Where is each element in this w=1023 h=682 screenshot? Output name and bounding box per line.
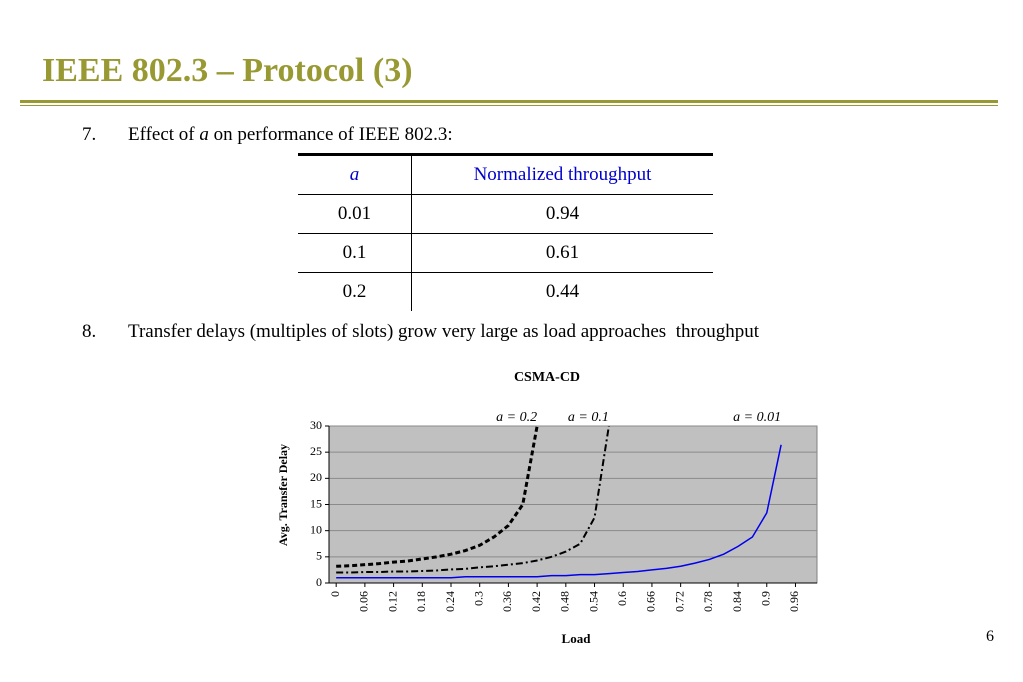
cell: 0.44 [545,281,580,302]
table: a Normalized throughput 0.01 0.94 0.1 0.… [298,153,713,311]
x-tick-label: 0.6 [615,591,629,606]
y-axis-label: Avg. Transfer Delay [276,444,290,546]
y-tick-label: 0 [316,575,322,589]
series-label: a = 0.01 [733,410,781,425]
title-rule [20,100,998,103]
emphasis: a [199,124,209,145]
y-tick-label: 5 [316,549,322,563]
y-tick-label: 30 [310,418,322,432]
series-line [336,444,782,579]
x-tick-label: 0.06 [357,591,371,612]
table-row: 0.01 0.94 [298,194,713,234]
text: Effect of [128,124,200,145]
y-tick-label: 20 [310,470,322,484]
x-tick-label: 0.36 [500,591,514,612]
cell: 0.1 [298,233,412,273]
x-tick-label: 0.96 [787,591,801,612]
x-tick-label: 0.9 [759,591,773,606]
table-header: a Normalized throughput [298,153,713,195]
x-tick-label: 0.54 [586,591,600,612]
header-cell: a [298,153,412,195]
x-tick-label: 0.42 [529,591,543,612]
x-tick-label: 0.3 [471,591,485,606]
slide-title: IEEE 802.3 – Protocol (3) [42,52,413,89]
y-tick-label: 15 [310,496,322,510]
cell: 0.61 [411,233,713,273]
x-tick-label: 0.24 [443,591,457,612]
table-row: 0.2 0.44 [298,272,713,311]
x-tick-label: 0.66 [644,591,658,612]
cell: 0.94 [411,194,713,234]
x-tick-label: 0.78 [701,591,715,612]
x-tick-label: 0.48 [558,591,572,612]
text: on performance of IEEE 802.3: [208,124,453,145]
series-line [336,425,539,568]
chart-title: CSMA-CD [514,370,580,385]
item-number: 8. [82,321,97,342]
y-tick-label: 10 [310,522,322,536]
item-text: Transfer delays (multiples of slots) gro… [128,321,760,342]
x-tick-label: 0 [328,591,342,597]
x-tick-label: 0.12 [385,591,399,612]
item-text: Effect of a on performance of IEEE 802.3… [128,124,453,146]
cell: 0.01 [298,194,412,234]
cell: 0.2 [298,272,412,311]
x-tick-label: 0.72 [672,591,686,612]
header-cell: Normalized throughput [411,153,713,195]
series-label: a = 0.1 [568,410,609,425]
header-text: a [349,164,360,185]
title-rule [20,105,998,106]
item-number: 7. [82,124,97,145]
x-tick-label: 0.84 [730,591,744,612]
page-number: 6 [986,628,994,645]
series-label: a = 0.2 [496,410,537,425]
x-tick-label: 0.18 [414,591,428,612]
series-line [336,425,610,574]
y-tick-label: 25 [310,444,322,458]
table-row: 0.1 0.61 [298,233,713,273]
x-axis-label: Load [562,631,592,646]
